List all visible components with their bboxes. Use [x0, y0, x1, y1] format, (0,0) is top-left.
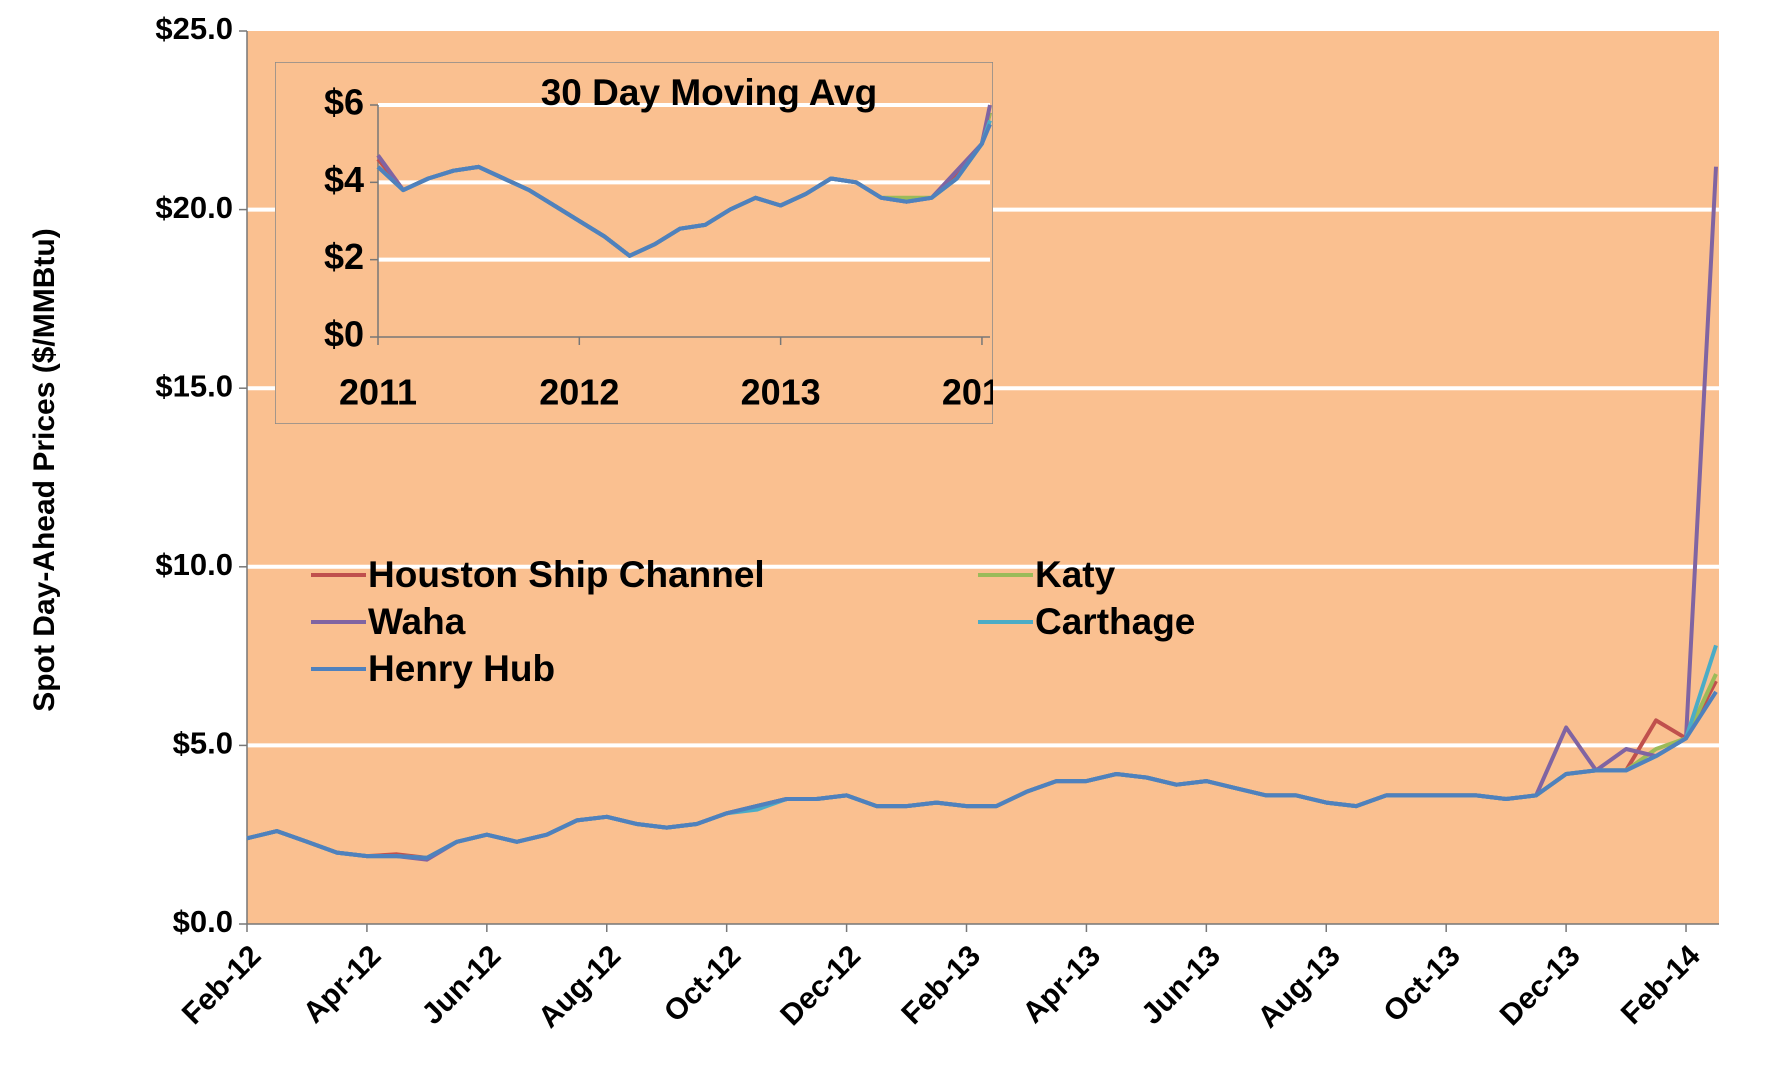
x-tick-label: 2012 [539, 372, 619, 413]
x-tick-label: Jun-13 [1135, 939, 1227, 1031]
y-tick-label: $5.0 [173, 726, 233, 761]
legend-label: Carthage [1035, 601, 1195, 642]
inset-frame [275, 62, 993, 424]
inset-title: 30 Day Moving Avg [541, 72, 878, 113]
x-tick-label: Dec-13 [1494, 939, 1587, 1032]
x-tick-label: Feb-12 [176, 939, 268, 1031]
x-tick-label: Oct-13 [1377, 939, 1466, 1028]
y-tick-label: $25.0 [155, 11, 233, 46]
y-tick-label: $10.0 [155, 547, 233, 582]
series-line [246, 690, 1718, 860]
x-tick-label: 2013 [741, 372, 821, 413]
legend-label: Henry Hub [368, 648, 555, 689]
y-tick-label: $4 [324, 159, 364, 200]
y-tick-label: $15.0 [155, 368, 233, 403]
x-tick-label: Apr-12 [297, 939, 388, 1030]
x-tick-label: Oct-12 [658, 939, 747, 1028]
y-axis-label: Spot Day-Ahead Prices ($/MMBtu) [28, 228, 61, 711]
y-tick-label: $0.0 [173, 904, 233, 939]
legend-label: Waha [368, 601, 466, 642]
x-tick-label: Aug-12 [532, 939, 627, 1034]
x-tick-label: Jun-12 [416, 939, 508, 1031]
legend-label: Houston Ship Channel [368, 554, 765, 595]
x-tick-label: Aug-13 [1252, 939, 1347, 1034]
x-tick-label: Apr-13 [1016, 939, 1107, 1030]
y-tick-label: $0 [324, 314, 364, 355]
x-tick-label: 2011 [339, 372, 417, 413]
y-tick-label: $2 [324, 236, 364, 277]
x-tick-label: Feb-14 [1615, 939, 1707, 1031]
x-tick-label: Feb-13 [895, 939, 987, 1031]
series-line [376, 123, 992, 258]
x-tick-label: 2014 [942, 372, 1022, 413]
y-tick-label: $20.0 [155, 190, 233, 225]
x-tick-label: Dec-12 [774, 939, 867, 1032]
y-tick-label: $6 [324, 82, 364, 123]
inset-chart: $0 $2 $4 $6 2011 2012 2013 2014 30 Day Moving Av… [275, 62, 1022, 424]
legend-label: Katy [1035, 554, 1116, 595]
